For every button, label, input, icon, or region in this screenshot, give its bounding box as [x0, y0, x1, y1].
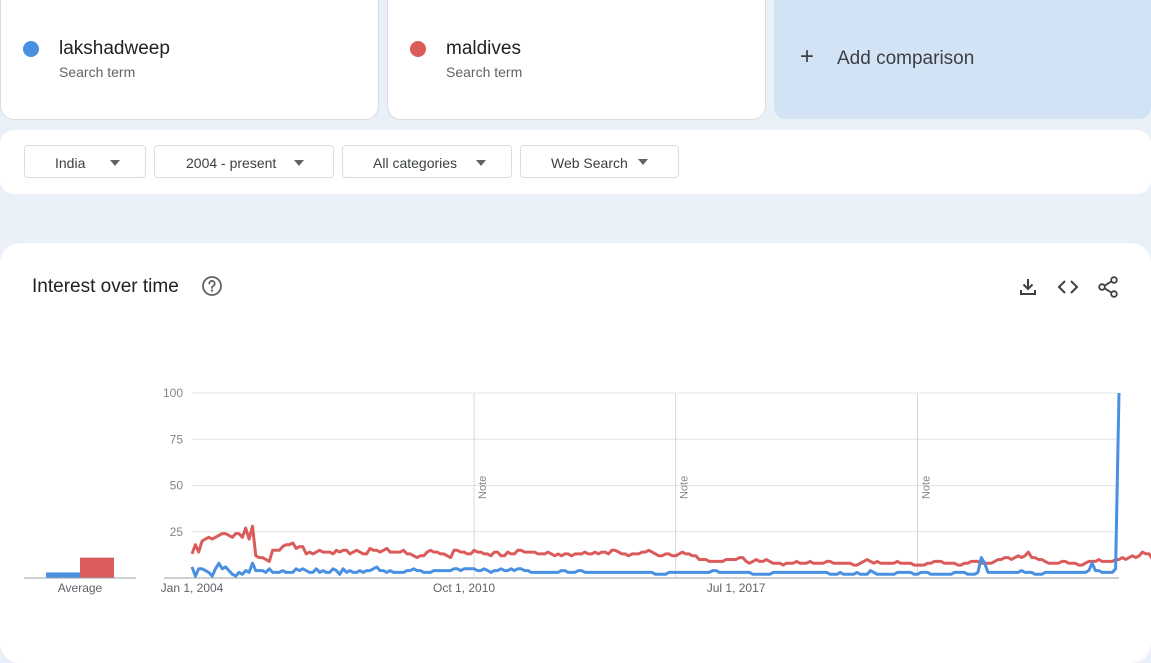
download-icon[interactable] [1016, 275, 1040, 299]
interest-over-time-panel: Interest over time 100 75 50 25 Note Note Note… [0, 243, 1151, 663]
search-term-card-lakshadweep[interactable]: lakshadweep Search term [0, 0, 379, 120]
property-filter-dropdown[interactable]: Web Search [520, 145, 679, 178]
series-line-maldives [190, 524, 1151, 567]
search-term-card-maldives[interactable]: maldives Search term [387, 0, 766, 120]
category-filter-value: All categories [373, 155, 458, 171]
x-tick-label: Jan 1, 2004 [161, 581, 224, 595]
note-label: Note [679, 476, 691, 499]
region-filter-dropdown[interactable]: India [24, 145, 146, 178]
add-comparison-button[interactable]: + Add comparison [774, 0, 1151, 119]
note-label: Note [920, 476, 932, 499]
add-comparison-label: Add comparison [837, 48, 975, 69]
time-filter-dropdown[interactable]: 2004 - present [154, 145, 334, 178]
panel-title: Interest over time [32, 276, 179, 297]
filter-bar: India 2004 - present All categories Web … [0, 130, 1151, 194]
average-label: Average [58, 581, 103, 595]
y-tick-label: 25 [170, 525, 184, 539]
search-term-name[interactable]: lakshadweep [59, 38, 170, 59]
average-bar-maldives [80, 557, 114, 578]
search-term-subtitle: Search term [59, 64, 136, 80]
y-tick-label: 75 [170, 432, 184, 446]
note-label: Note [477, 476, 489, 499]
dropdown-arrow-icon [638, 159, 648, 165]
x-tick-label: Jul 1, 2017 [707, 581, 766, 595]
series-color-dot-maldives [410, 41, 426, 57]
time-filter-value: 2004 - present [186, 155, 277, 171]
dropdown-arrow-icon [110, 160, 120, 166]
help-circle-icon[interactable] [201, 275, 223, 297]
average-bar-lakshadweep [46, 572, 80, 578]
dropdown-arrow-icon [476, 160, 486, 166]
region-filter-value: India [55, 155, 86, 171]
interest-over-time-chart: 100 75 50 25 Note Note Note Jan 1, 2004 Oct 1, 2… [24, 386, 1151, 595]
category-filter-dropdown[interactable]: All categories [342, 145, 512, 178]
x-tick-label: Oct 1, 2010 [433, 581, 495, 595]
embed-code-icon[interactable] [1056, 275, 1080, 299]
dropdown-arrow-icon [294, 160, 304, 166]
search-term-subtitle: Search term [446, 64, 523, 80]
plus-icon: + [800, 43, 815, 70]
share-icon[interactable] [1096, 275, 1120, 299]
y-tick-label: 100 [163, 386, 183, 400]
series-line-lakshadweep [190, 392, 1121, 578]
search-term-name[interactable]: maldives [446, 38, 521, 59]
property-filter-value: Web Search [551, 155, 628, 171]
y-tick-label: 50 [170, 479, 184, 493]
series-color-dot-lakshadweep [23, 41, 39, 57]
